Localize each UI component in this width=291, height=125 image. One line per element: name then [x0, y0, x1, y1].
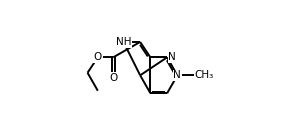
- Text: N: N: [168, 52, 176, 62]
- Text: N: N: [173, 70, 181, 80]
- Text: NH: NH: [116, 37, 131, 47]
- Text: CH₃: CH₃: [195, 70, 214, 80]
- Text: O: O: [109, 73, 117, 83]
- Text: O: O: [94, 52, 102, 62]
